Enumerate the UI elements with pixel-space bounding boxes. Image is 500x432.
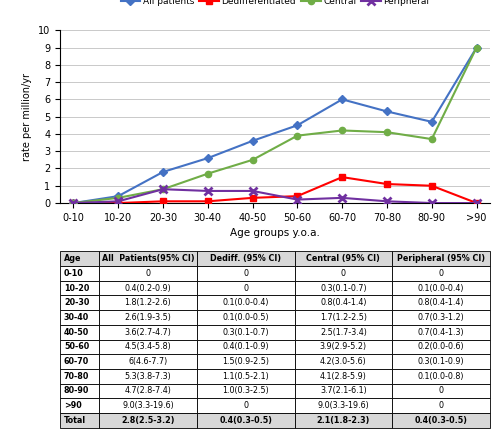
- Dedifferentiated: [294, 194, 300, 199]
- All patients: [160, 169, 166, 175]
- Peripheral: [474, 200, 480, 206]
- Dedifferentiated: [205, 199, 211, 204]
- Peripheral: [70, 200, 76, 206]
- Y-axis label: rate per million/yr: rate per million/yr: [22, 73, 32, 161]
- All patients: [250, 138, 256, 143]
- All patients: [339, 97, 345, 102]
- All patients: [384, 109, 390, 114]
- Dedifferentiated: [250, 195, 256, 200]
- Central: [384, 130, 390, 135]
- All patients: [474, 45, 480, 50]
- Central: [70, 200, 76, 206]
- Central: [205, 171, 211, 176]
- X-axis label: Age groups y.o.a.: Age groups y.o.a.: [230, 229, 320, 238]
- All patients: [429, 119, 435, 124]
- Dedifferentiated: [70, 200, 76, 206]
- Peripheral: [429, 200, 435, 206]
- Peripheral: [294, 197, 300, 202]
- All patients: [294, 123, 300, 128]
- Line: All patients: All patients: [70, 44, 480, 206]
- Legend: All patients, Dedifferentiated, Central, Peripheral: All patients, Dedifferentiated, Central,…: [120, 0, 430, 6]
- Line: Peripheral: Peripheral: [70, 185, 480, 207]
- Dedifferentiated: [160, 199, 166, 204]
- Peripheral: [160, 187, 166, 192]
- Line: Central: Central: [70, 44, 480, 206]
- Line: Dedifferentiated: Dedifferentiated: [70, 174, 480, 206]
- Dedifferentiated: [429, 183, 435, 188]
- Peripheral: [115, 199, 121, 204]
- Central: [294, 133, 300, 138]
- Peripheral: [250, 188, 256, 194]
- All patients: [115, 194, 121, 199]
- Dedifferentiated: [339, 175, 345, 180]
- Peripheral: [339, 195, 345, 200]
- Central: [474, 45, 480, 50]
- Central: [250, 157, 256, 162]
- All patients: [70, 200, 76, 206]
- Dedifferentiated: [115, 200, 121, 206]
- Central: [160, 187, 166, 192]
- Dedifferentiated: [474, 200, 480, 206]
- Peripheral: [205, 188, 211, 194]
- Dedifferentiated: [384, 181, 390, 187]
- All patients: [205, 156, 211, 161]
- Central: [339, 128, 345, 133]
- Central: [429, 137, 435, 142]
- Peripheral: [384, 199, 390, 204]
- Central: [115, 195, 121, 200]
